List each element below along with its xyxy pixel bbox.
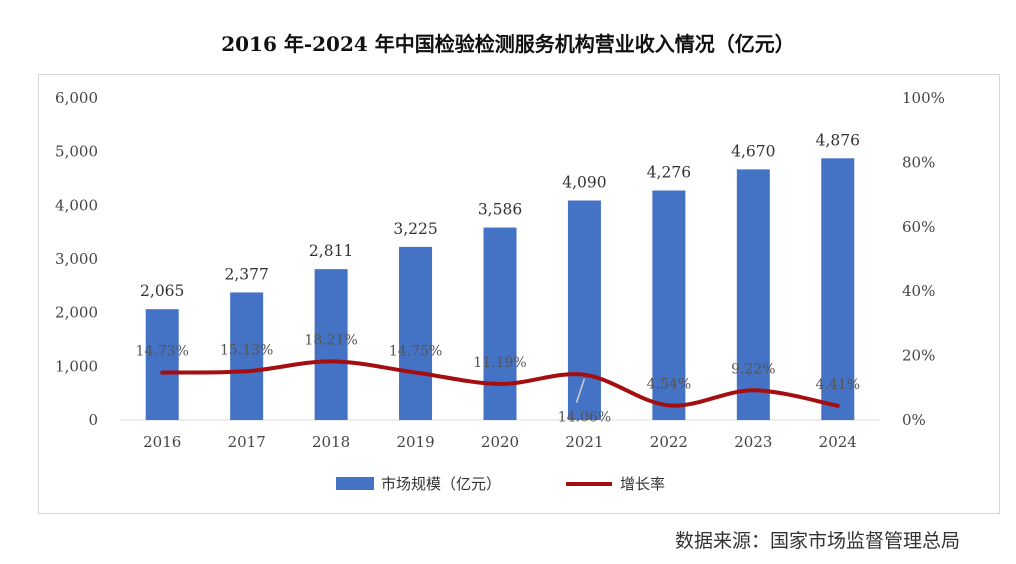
chart-frame (38, 74, 1000, 514)
growth-rate-label: 14.73% (136, 344, 189, 360)
x-axis-tick-label: 2019 (396, 433, 434, 451)
left-axis: 0 1,000 2,000 3,000 4,000 5,000 6,000 (55, 89, 98, 429)
growth-rate-label: 4.54% (647, 376, 691, 392)
legend-line-label: 增长率 (620, 475, 665, 493)
growth-rate-label: 15.13% (220, 342, 273, 358)
bar-value-label: 4,090 (562, 174, 606, 192)
growth-line-series: 14.73% 15.13% 18.21% 14.75% 11.19% 14.06% 4.54… (136, 332, 860, 425)
chart-title: 2016 年-2024 年中国检验检测服务机构营业收入情况（亿元） (221, 32, 795, 56)
left-axis-tick-label: 6,000 (55, 89, 98, 107)
bar-value-label: 2,377 (224, 265, 268, 283)
x-axis-tick-label: 2020 (481, 433, 519, 451)
bar-value-label: 4,276 (647, 164, 691, 182)
growth-rate-label: 11.19% (473, 355, 526, 371)
x-axis-tick-label: 2021 (565, 433, 603, 451)
growth-rate-label: 4.41% (816, 377, 860, 393)
bar-value-label: 4,876 (816, 131, 860, 149)
right-axis-tick-label: 100% (902, 89, 945, 107)
left-axis-tick-label: 5,000 (55, 143, 98, 161)
x-axis: 2016 2017 2018 2019 2020 2021 2022 2023 2024 (143, 433, 857, 451)
growth-label-leader-line (575, 378, 586, 403)
left-axis-tick-label: 2,000 (55, 304, 98, 322)
bar (399, 246, 433, 420)
x-axis-tick-label: 2023 (734, 433, 772, 451)
bar (567, 200, 601, 420)
bar (145, 309, 179, 420)
right-axis-tick-label: 0% (902, 411, 926, 429)
growth-rate-label: 14.06% (558, 410, 611, 426)
growth-rate-label: 9.22% (731, 361, 775, 377)
left-axis-tick-label: 3,000 (55, 250, 98, 268)
bar (483, 227, 517, 420)
source-note: 数据来源：国家市场监督管理总局 (674, 530, 960, 552)
bar-value-label: 4,670 (731, 142, 775, 160)
bar (230, 292, 264, 420)
bar-series: 2,065 2,377 2,811 3,225 3,586 4,090 4,276 4,670… (140, 131, 860, 420)
bar-value-label: 2,811 (309, 242, 353, 260)
right-axis-tick-label: 80% (902, 153, 935, 171)
right-axis-tick-label: 60% (902, 218, 935, 236)
left-axis-tick-label: 4,000 (55, 196, 98, 214)
legend-bar-swatch (336, 477, 374, 490)
left-axis-tick-label: 0 (88, 411, 98, 429)
x-axis-tick-label: 2017 (228, 433, 266, 451)
bar-value-label: 3,586 (478, 201, 522, 219)
x-axis-tick-label: 2024 (819, 433, 857, 451)
right-axis: 0% 20% 40% 60% 80% 100% (902, 89, 945, 429)
growth-line (160, 359, 840, 408)
growth-rate-label: 14.75% (389, 344, 442, 360)
legend: 市场规模（亿元） 增长率 (336, 475, 665, 493)
x-axis-tick-label: 2022 (650, 433, 688, 451)
left-axis-tick-label: 1,000 (55, 357, 98, 375)
bar (652, 190, 686, 420)
bar (314, 269, 348, 420)
growth-rate-label: 18.21% (304, 332, 357, 348)
bar (821, 158, 855, 420)
x-axis-tick-label: 2016 (143, 433, 181, 451)
legend-bar-label: 市场规模（亿元） (381, 475, 501, 493)
right-axis-tick-label: 20% (902, 347, 935, 365)
bar-value-label: 3,225 (393, 220, 437, 238)
right-axis-tick-label: 40% (902, 282, 935, 300)
x-axis-tick-label: 2018 (312, 433, 350, 451)
bar (736, 169, 770, 420)
bar-value-label: 2,065 (140, 282, 184, 300)
